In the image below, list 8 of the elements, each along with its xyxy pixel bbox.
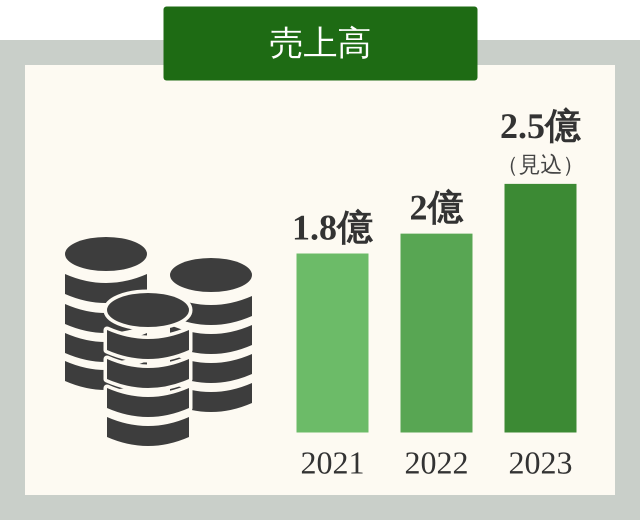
data-label: 2.5億	[500, 106, 582, 146]
data-label: 2億	[410, 188, 464, 228]
chart-title: 売上高	[270, 24, 372, 64]
data-label: 1.8億	[292, 208, 374, 248]
annotation: （見込）	[496, 152, 584, 178]
x-tick-label: 2021	[300, 444, 364, 480]
x-tick-label: 2023	[508, 444, 572, 480]
x-tick-label: 2022	[404, 444, 468, 480]
